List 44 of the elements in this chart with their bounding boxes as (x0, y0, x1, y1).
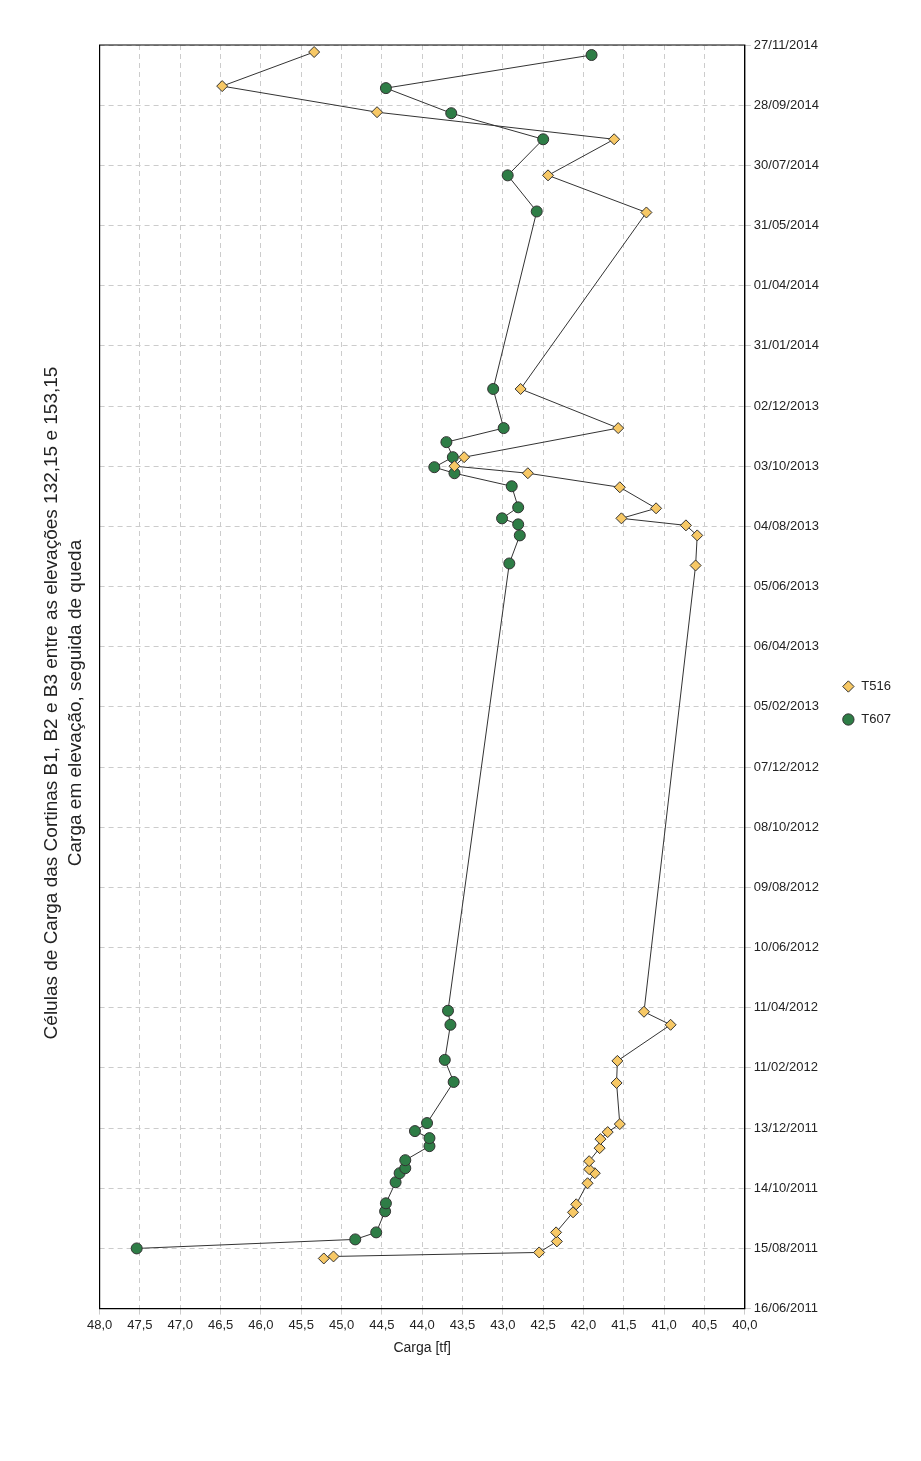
x-tick-label: 43,0 (490, 1316, 516, 1332)
x-tick-label: 42,0 (570, 1316, 597, 1332)
y-tick-label: 03/10/2013 (753, 457, 819, 473)
y-tick-label: 02/12/2013 (753, 397, 819, 413)
y-tick-label: 11/02/2012 (753, 1059, 818, 1075)
y-tick-label: 08/10/2012 (753, 818, 819, 834)
x-tick-label: 47,0 (167, 1316, 193, 1332)
x-tick-label: 46,5 (207, 1316, 234, 1332)
y-tick-label: 05/06/2013 (753, 578, 819, 594)
x-tick-label: 40,5 (691, 1316, 718, 1332)
x-tick-label: 47,5 (127, 1316, 153, 1332)
x-tick-label: 43,5 (449, 1316, 476, 1332)
y-tick-label: 13/12/2011 (753, 1119, 818, 1135)
x-tick-label: 41,0 (651, 1316, 677, 1332)
x-tick-label: 48,0 (86, 1316, 113, 1332)
y-tick-label: 01/04/2014 (753, 277, 819, 293)
x-tick-label: 45,0 (328, 1316, 355, 1332)
x-tick-label: 40,0 (732, 1316, 758, 1332)
x-tick-label: 46,0 (248, 1316, 274, 1332)
y-tick-label: 27/11/2014 (753, 36, 818, 52)
y-tick-label: 07/12/2012 (753, 758, 819, 774)
y-tick-label: 15/08/2011 (753, 1240, 818, 1256)
text: Células de Carga das Cortinas B1, B2 e B3 entre as elevações 132,15 e 153,15 (39, 366, 61, 1040)
y-tick-label: 30/07/2014 (753, 156, 819, 172)
y-tick-label: 31/01/2014 (753, 337, 819, 353)
y-tick-label: 16/06/2011 (753, 1300, 818, 1316)
x-tick-label: 44,5 (369, 1316, 395, 1332)
y-tick-label: 04/08/2013 (753, 517, 819, 533)
y-tick-label: 31/05/2014 (753, 217, 819, 233)
x-tick-label: 42,5 (530, 1316, 556, 1332)
x-tick-label: 45,5 (288, 1316, 314, 1332)
legend-label: T516 (861, 678, 892, 694)
y-tick-label: 28/09/2014 (753, 96, 819, 112)
text: Carga em elevação, seguida de queda (64, 539, 86, 867)
y-tick-label: 10/06/2012 (753, 939, 819, 955)
y-tick-label: 06/04/2013 (753, 638, 819, 654)
y-tick-label: 11/04/2012 (753, 999, 818, 1015)
y-tick-label: 09/08/2012 (753, 878, 819, 894)
x-axis-title: Carga [tf] (393, 1339, 451, 1356)
y-tick-label: 05/02/2013 (753, 698, 819, 714)
y-tick-label: 14/10/2011 (753, 1179, 818, 1195)
x-tick-label: 44,0 (409, 1316, 435, 1332)
x-tick-label: 41,5 (611, 1316, 637, 1332)
legend-label: T607 (861, 711, 892, 727)
